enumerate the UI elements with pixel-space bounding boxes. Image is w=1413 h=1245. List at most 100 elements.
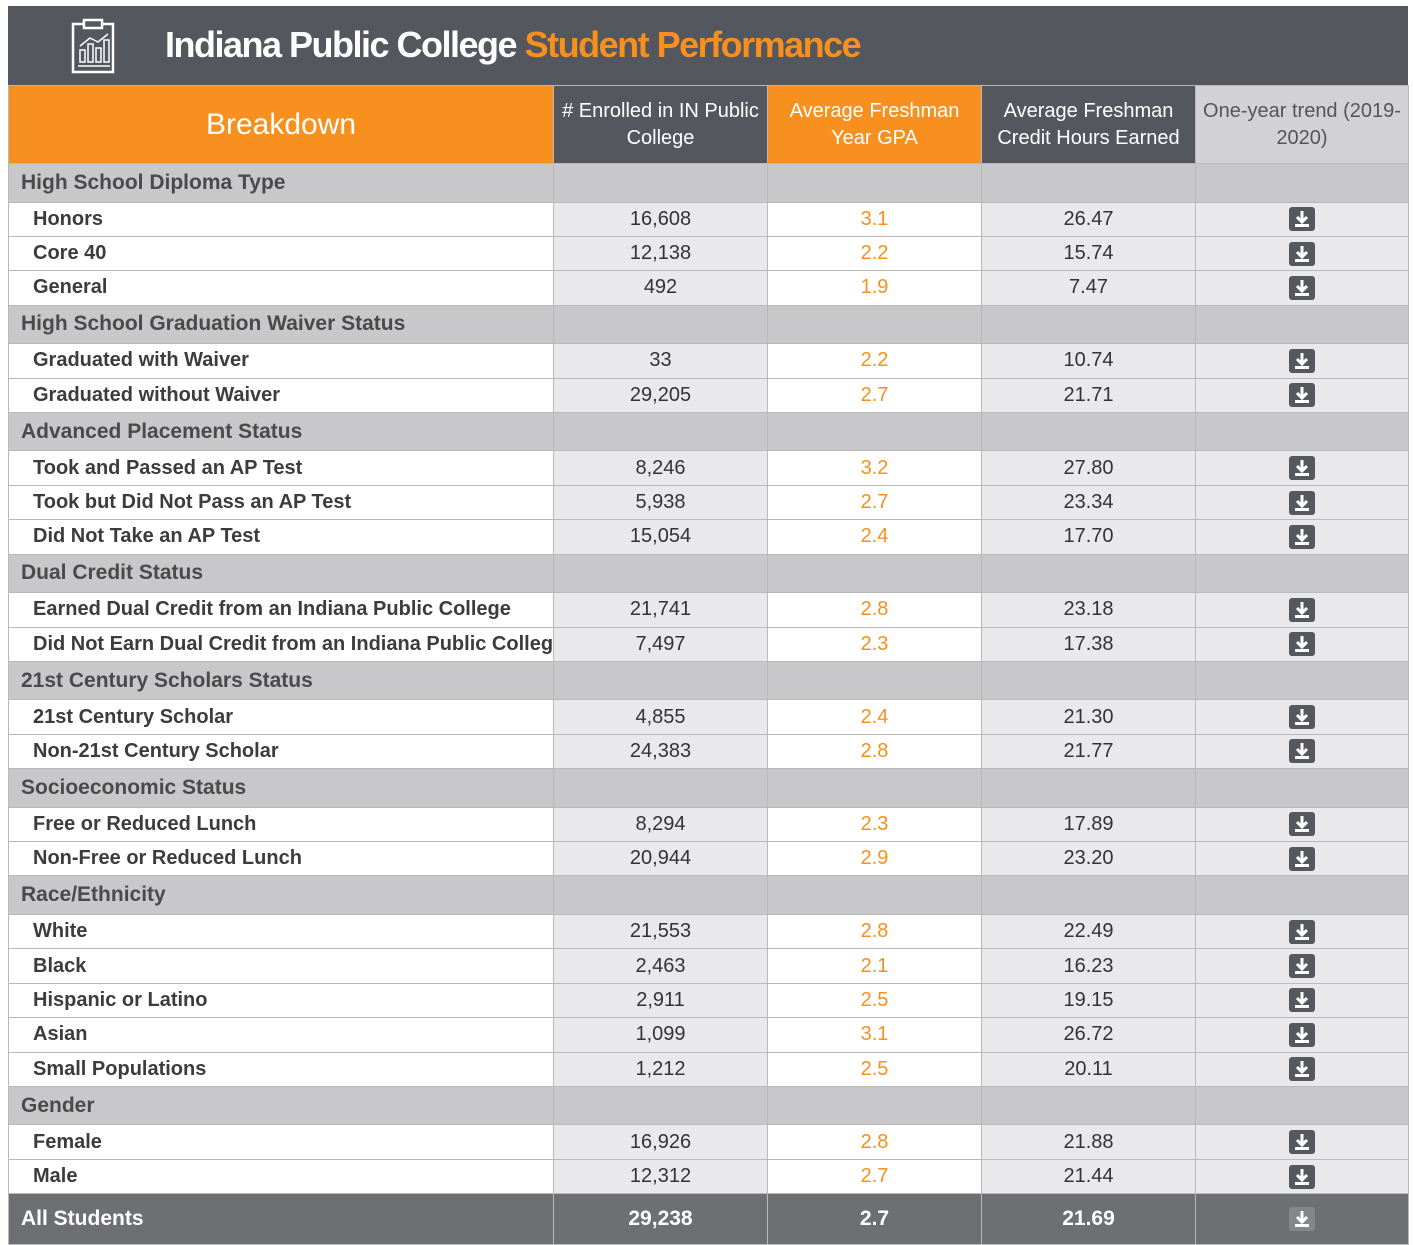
empty-cell xyxy=(981,1085,1196,1126)
cell-credit-hours: 23.18 xyxy=(981,592,1196,628)
download-icon[interactable] xyxy=(1289,988,1315,1013)
row-label: Earned Dual Credit from an Indiana Publi… xyxy=(8,592,554,628)
download-icon[interactable] xyxy=(1289,1164,1315,1189)
download-icon[interactable] xyxy=(1289,524,1315,549)
title-highlight: Student Performance xyxy=(524,24,862,65)
data-row: Earned Dual Credit from an Indiana Publi… xyxy=(8,592,1409,628)
trend-cell xyxy=(1195,806,1409,843)
row-label: Non-21st Century Scholar xyxy=(8,733,554,770)
empty-cell xyxy=(553,660,768,701)
download-icon[interactable] xyxy=(1289,705,1315,730)
empty-cell xyxy=(981,553,1196,594)
cell-enrolled: 33 xyxy=(553,343,768,379)
cell-gpa: 2.3 xyxy=(767,806,982,843)
cell-enrolled: 8,294 xyxy=(553,806,768,843)
cell-credit-hours: 17.38 xyxy=(981,626,1196,662)
data-row: Female 16,926 2.8 21.88 xyxy=(8,1124,1409,1160)
download-icon[interactable] xyxy=(1289,383,1315,408)
download-icon[interactable] xyxy=(1289,207,1315,232)
trend-cell xyxy=(1195,270,1409,306)
column-header: One-year trend (2019-2020) xyxy=(1195,85,1409,164)
row-label: Small Populations xyxy=(8,1051,554,1087)
column-header: # Enrolled in IN Public College xyxy=(553,85,768,164)
download-icon[interactable] xyxy=(1289,241,1315,266)
cell-credit-hours: 27.80 xyxy=(981,450,1196,486)
data-row: Hispanic or Latino 2,911 2.5 19.15 xyxy=(8,982,1409,1019)
trend-cell xyxy=(1195,626,1409,662)
empty-cell xyxy=(767,768,982,808)
download-icon[interactable] xyxy=(1289,1057,1315,1082)
group-row: Race/Ethnicity xyxy=(8,875,1409,915)
row-label: Black xyxy=(8,948,554,984)
row-label: White xyxy=(8,913,554,950)
title-bar: Indiana Public College Student Performan… xyxy=(8,6,1408,85)
download-icon[interactable] xyxy=(1289,739,1315,764)
cell-enrolled: 21,553 xyxy=(553,913,768,950)
download-icon[interactable] xyxy=(1289,1022,1315,1047)
download-icon[interactable] xyxy=(1289,954,1315,979)
cell-credit-hours: 26.47 xyxy=(981,201,1196,237)
trend-cell xyxy=(1195,841,1409,877)
empty-cell xyxy=(1195,163,1409,203)
cell-enrolled: 12,312 xyxy=(553,1158,768,1195)
download-icon[interactable] xyxy=(1289,348,1315,373)
cell-credit-hours: 26.72 xyxy=(981,1017,1196,1053)
row-label: Took but Did Not Pass an AP Test xyxy=(8,484,554,521)
trend-cell xyxy=(1195,343,1409,379)
data-row: Took but Did Not Pass an AP Test 5,938 2.7… xyxy=(8,484,1409,521)
group-label: Advanced Placement Status xyxy=(8,411,554,452)
data-row: White 21,553 2.8 22.49 xyxy=(8,913,1409,950)
data-row: Non-21st Century Scholar 24,383 2.8 21.77 xyxy=(8,733,1409,770)
cell-credit-hours: 21.44 xyxy=(981,1158,1196,1195)
empty-cell xyxy=(553,553,768,594)
download-icon[interactable] xyxy=(1289,919,1315,944)
trend-cell xyxy=(1195,733,1409,770)
empty-cell xyxy=(981,411,1196,452)
row-label: Did Not Earn Dual Credit from an Indiana… xyxy=(8,626,554,662)
empty-cell xyxy=(981,768,1196,808)
report-icon xyxy=(71,18,115,74)
row-label: Core 40 xyxy=(8,235,554,272)
download-icon[interactable] xyxy=(1289,456,1315,481)
group-label: Gender xyxy=(8,1085,554,1126)
cell-gpa: 2.8 xyxy=(767,592,982,628)
cell-gpa: 2.7 xyxy=(767,377,982,413)
cell-enrolled: 2,463 xyxy=(553,948,768,984)
cell-gpa: 2.4 xyxy=(767,699,982,735)
group-label: Socioeconomic Status xyxy=(8,768,554,808)
empty-cell xyxy=(981,304,1196,345)
empty-cell xyxy=(767,660,982,701)
empty-cell xyxy=(553,411,768,452)
cell-credit-hours: 16.23 xyxy=(981,948,1196,984)
group-row: 21st Century Scholars Status xyxy=(8,660,1409,701)
cell-enrolled: 24,383 xyxy=(553,733,768,770)
empty-cell xyxy=(1195,660,1409,701)
download-icon[interactable] xyxy=(1289,1207,1315,1232)
data-row: Graduated without Waiver 29,205 2.7 21.71 xyxy=(8,377,1409,413)
trend-cell xyxy=(1195,450,1409,486)
cell-enrolled: 492 xyxy=(553,270,768,306)
data-row: General 492 1.9 7.47 xyxy=(8,270,1409,306)
cell-enrolled: 5,938 xyxy=(553,484,768,521)
download-icon[interactable] xyxy=(1289,1130,1315,1155)
cell-gpa: 2.8 xyxy=(767,1124,982,1160)
row-label: Asian xyxy=(8,1017,554,1053)
trend-cell xyxy=(1195,1158,1409,1195)
download-icon[interactable] xyxy=(1289,846,1315,871)
download-icon[interactable] xyxy=(1289,275,1315,300)
download-icon[interactable] xyxy=(1289,490,1315,515)
empty-cell xyxy=(767,304,982,345)
cell-credit-hours: 7.47 xyxy=(981,270,1196,306)
trend-cell xyxy=(1195,699,1409,735)
download-icon[interactable] xyxy=(1289,632,1315,657)
empty-cell xyxy=(1195,1085,1409,1126)
cell-enrolled: 12,138 xyxy=(553,235,768,272)
download-icon[interactable] xyxy=(1289,597,1315,622)
header-row: Breakdown # Enrolled in IN Public College… xyxy=(8,85,1409,164)
empty-cell xyxy=(767,411,982,452)
empty-cell xyxy=(553,1085,768,1126)
empty-cell xyxy=(1195,768,1409,808)
cell-enrolled: 16,608 xyxy=(553,201,768,237)
download-icon[interactable] xyxy=(1289,812,1315,837)
cell-gpa: 2.7 xyxy=(767,1158,982,1195)
